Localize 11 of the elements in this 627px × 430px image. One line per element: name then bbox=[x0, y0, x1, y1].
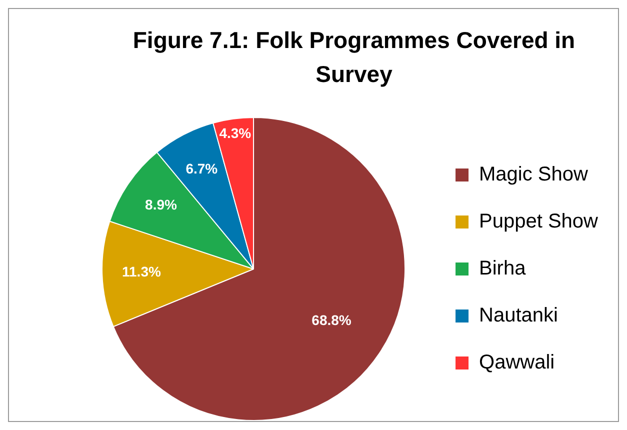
legend-label: Nautanki bbox=[479, 304, 558, 327]
data-label: 6.7% bbox=[186, 160, 218, 176]
data-label: 68.8% bbox=[312, 312, 352, 328]
legend-label: Birha bbox=[479, 258, 527, 280]
legend-label: Puppet Show bbox=[479, 210, 599, 233]
data-label: 8.9% bbox=[145, 196, 178, 213]
data-label: 4.3% bbox=[219, 124, 252, 141]
chart-title: Figure 7.1: Folk Programmes Covered in Survey bbox=[132, 26, 576, 89]
legend-label: Magic Show bbox=[479, 164, 589, 186]
data-label: 11.3% bbox=[122, 264, 162, 280]
legend-label: Qawwali bbox=[479, 352, 555, 374]
